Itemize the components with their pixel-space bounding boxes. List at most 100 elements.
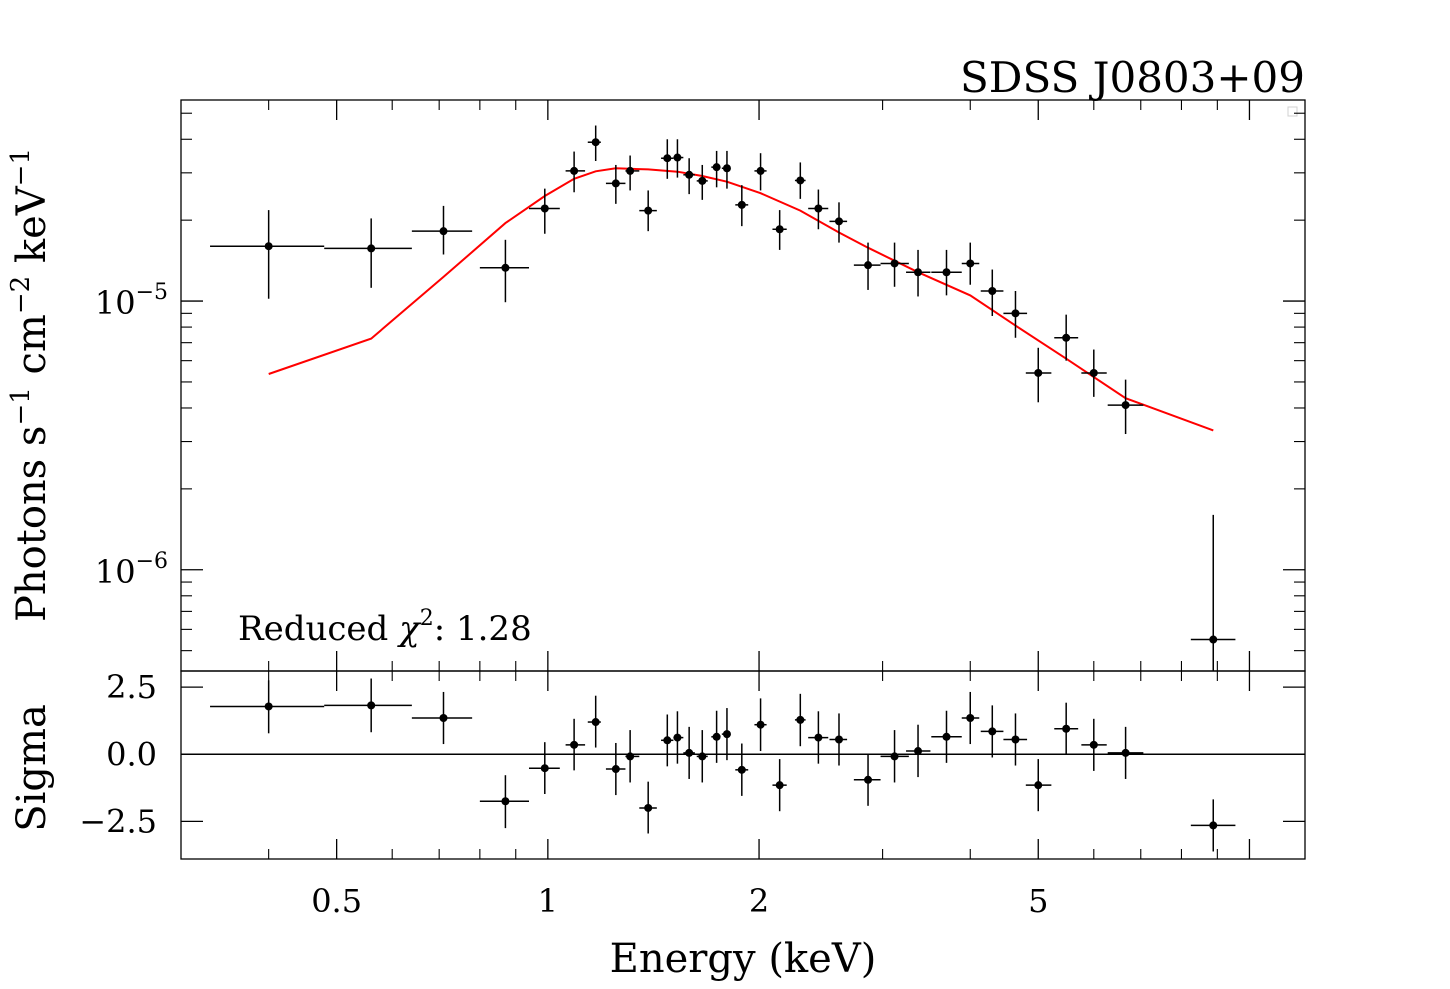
spectrum-panel: 10−5 10−6 Reduced χ2: 1.28 Photons s−1 cm…	[6, 99, 1306, 672]
spectrum-data-point	[772, 210, 787, 250]
residual-ticks	[181, 671, 1305, 859]
residual-data-point	[754, 698, 767, 752]
residual-data-marker	[942, 732, 951, 741]
residual-data-marker	[540, 764, 549, 773]
residual-data-marker	[814, 733, 823, 742]
x-tick-labels: 0.5 1 2 5	[311, 882, 1048, 920]
spectrum-data-marker	[540, 204, 549, 213]
residual-data-marker	[722, 730, 731, 739]
residual-data-point	[1003, 713, 1028, 766]
spectrum-data-marker	[570, 166, 579, 175]
spectrum-data-point	[980, 269, 1004, 316]
residual-data-marker	[685, 748, 694, 757]
residual-data-marker	[570, 740, 579, 749]
residual-data-marker	[712, 732, 721, 741]
spectrum-data-point	[1107, 379, 1144, 435]
legend-placeholder	[1287, 106, 1298, 117]
spectrum-data-point	[906, 249, 931, 297]
residual-data-point	[829, 713, 848, 766]
spectrum-data-marker	[1062, 333, 1071, 342]
residual-data-point	[661, 714, 674, 767]
spectrum-data-marker	[1089, 368, 1098, 377]
spectrum-data-point	[794, 162, 806, 199]
residual-data-marker	[644, 803, 653, 812]
spectrum-data-point	[696, 164, 708, 200]
spectrum-ticks	[181, 100, 1305, 671]
spectrum-data-marker	[737, 200, 746, 209]
spectrum-data-point	[673, 139, 684, 178]
residual-data-point	[565, 718, 586, 771]
spectrum-data-point	[880, 242, 909, 287]
spectrum-data-point	[808, 189, 829, 230]
spectrum-data-point	[479, 239, 529, 303]
residual-data-point	[528, 742, 560, 795]
spectrum-data-marker	[626, 166, 635, 175]
residual-y-tick-labels: 2.5 0.0 −2.5	[79, 668, 157, 840]
residual-data-marker	[864, 775, 873, 784]
spectrum-data-marker	[890, 259, 899, 268]
residual-data-point	[605, 742, 626, 796]
spectrum-data-marker	[712, 163, 721, 172]
spectrum-data-point	[754, 153, 767, 191]
residual-data-point	[683, 726, 695, 779]
spectrum-data-point	[931, 249, 962, 296]
spectrum-data-marker	[966, 259, 975, 268]
spectrum-data-marker	[685, 170, 694, 179]
residual-data-point	[808, 711, 829, 764]
residual-panel: 2.5 0.0 −2.5 0.5 1 2 5 Sigma Energy (keV)	[9, 668, 1306, 982]
residual-data-point	[696, 730, 708, 783]
residual-y-axis-label: Sigma	[9, 704, 55, 832]
spectrum-data-point	[639, 190, 657, 232]
residual-data-marker	[1011, 735, 1020, 744]
spectrum-data-point	[625, 155, 640, 191]
residual-plot-frame	[180, 670, 1306, 860]
residual-data-point	[479, 775, 529, 829]
spectrum-data-points	[210, 125, 1236, 671]
residual-data-point	[711, 710, 721, 763]
residual-data-point	[931, 710, 962, 763]
spectrum-data-point	[853, 242, 881, 290]
residual-data-marker	[591, 718, 600, 727]
residual-data-point	[880, 730, 909, 783]
spectrum-data-marker	[673, 153, 682, 162]
spectrum-y-tick-label: 10−5	[95, 280, 168, 322]
spectrum-data-point	[565, 151, 586, 193]
spectrum-data-marker	[1034, 368, 1043, 377]
spectrum-data-marker	[264, 242, 273, 251]
spectrum-data-marker	[722, 164, 731, 173]
spectrum-data-marker	[834, 217, 843, 226]
residual-data-marker	[966, 714, 975, 722]
residual-data-point	[1190, 799, 1236, 852]
residual-data-marker	[796, 715, 805, 724]
spectrum-data-marker	[591, 138, 600, 147]
spectrum-data-marker	[644, 206, 653, 215]
spectrum-data-marker	[1209, 635, 1218, 644]
x-tick-label: 1	[538, 882, 558, 920]
residual-data-point	[906, 724, 931, 778]
residual-data-point	[587, 695, 601, 748]
spectrum-data-point	[1054, 314, 1079, 361]
x-tick-label: 0.5	[311, 882, 362, 920]
spectrum-data-marker	[1121, 401, 1130, 410]
spectrum-y-axis-label: Photons s−1 cm−2 keV−1	[6, 148, 55, 622]
residual-data-point	[1107, 726, 1144, 779]
residual-data-points	[210, 678, 1236, 852]
residual-data-marker	[264, 702, 273, 711]
spectrum-y-tick-label: 10−6	[95, 549, 168, 591]
spectrum-data-point	[587, 125, 601, 162]
residual-data-marker	[1089, 740, 1098, 749]
residual-data-point	[1054, 702, 1079, 755]
residual-data-marker	[367, 701, 376, 710]
residual-data-point	[639, 781, 657, 834]
spectrum-data-point	[683, 158, 695, 195]
residual-data-marker	[756, 720, 765, 729]
spectrum-data-point	[721, 150, 731, 189]
spectrum-data-point	[210, 210, 325, 299]
residual-data-point	[625, 730, 640, 783]
spectrum-data-marker	[611, 179, 620, 188]
residual-data-point	[324, 678, 412, 733]
residual-y-tick-label: 0.0	[106, 735, 157, 773]
spectrum-data-point	[735, 185, 749, 227]
residual-data-point	[853, 753, 881, 806]
